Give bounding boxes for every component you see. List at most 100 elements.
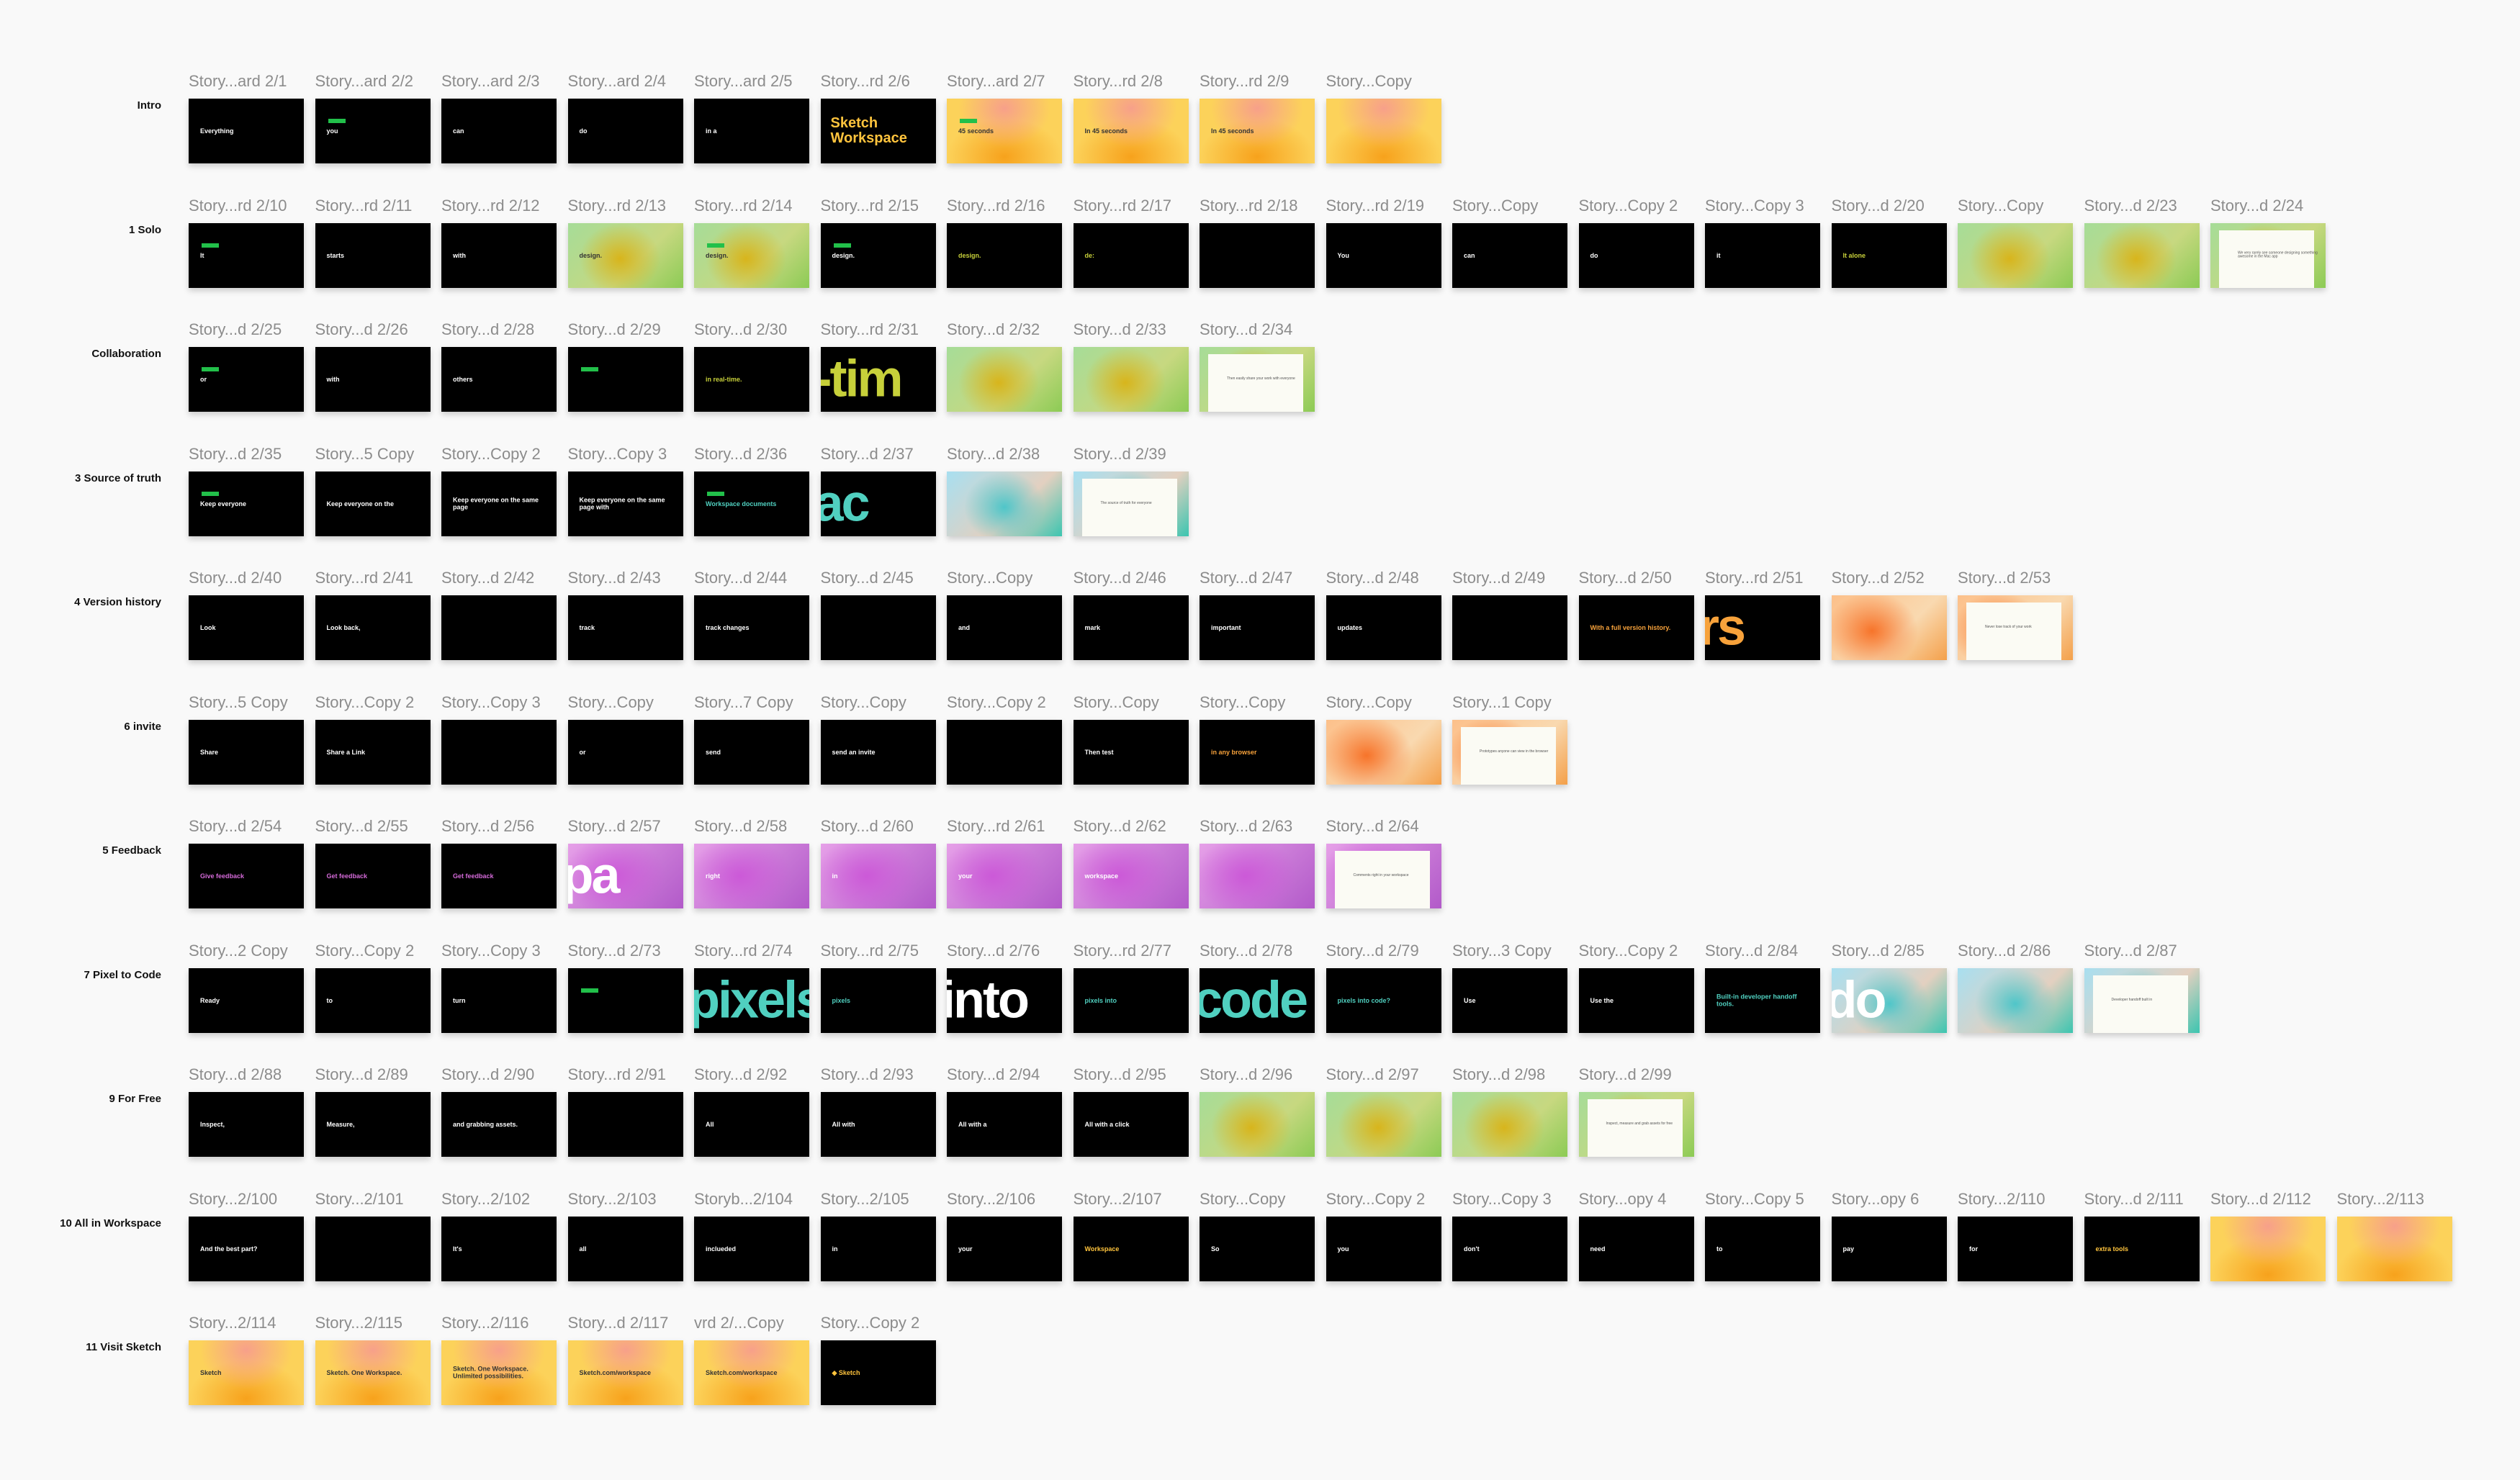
artboard-thumbnail[interactable]: Developer handoff built in <box>2084 967 2200 1033</box>
artboard-thumbnail[interactable]: in any browser <box>1200 719 1315 785</box>
artboard-thumbnail[interactable]: pa <box>567 844 683 908</box>
artboard-thumbnail[interactable]: updates <box>1326 595 1441 660</box>
artboard-name[interactable]: Story...d 2/43 <box>567 569 661 587</box>
artboard-name[interactable]: Story...d 2/90 <box>441 1065 535 1083</box>
artboard-thumbnail[interactable] <box>567 347 683 412</box>
artboard-thumbnail[interactable]: design. <box>567 222 683 288</box>
artboard-name[interactable]: Story...Copy <box>1958 196 2044 215</box>
artboard-thumbnail[interactable]: design. <box>820 222 936 288</box>
artboard-thumbnail[interactable] <box>1326 99 1441 163</box>
artboard-thumbnail[interactable]: Inspect, measure and grab assets for fre… <box>1578 1092 1694 1157</box>
artboard-thumbnail[interactable]: and <box>947 595 1062 660</box>
artboard-name[interactable]: Story...d 2/99 <box>1578 1065 1672 1083</box>
artboard-thumbnail[interactable]: mark <box>1073 595 1189 660</box>
artboard-name[interactable]: Storyb...2/104 <box>694 1189 793 1208</box>
artboard-name[interactable]: Story...2/106 <box>947 1189 1036 1208</box>
artboard-name[interactable]: Story...Copy 5 <box>1705 1189 1804 1208</box>
artboard-name[interactable]: Story...2/105 <box>820 1189 909 1208</box>
artboard-thumbnail[interactable]: Sketch.com/workspace <box>567 1340 683 1405</box>
artboard-name[interactable]: Story...rd 2/31 <box>820 320 919 338</box>
artboard-thumbnail[interactable]: your <box>947 844 1062 908</box>
artboard-thumbnail[interactable]: Look back, <box>315 595 431 660</box>
artboard-name[interactable]: Story...d 2/112 <box>2210 1189 2311 1208</box>
artboard-thumbnail[interactable]: The source of truth for everyone <box>1073 471 1189 536</box>
artboard-thumbnail[interactable] <box>947 471 1062 536</box>
artboard-name[interactable]: Story...d 2/84 <box>1705 941 1799 960</box>
artboard-name[interactable]: Story...1 Copy <box>1452 692 1552 711</box>
artboard-thumbnail[interactable]: Never lose track of your work <box>1958 595 2073 660</box>
artboard-name[interactable]: Story...Copy 2 <box>1326 1189 1426 1208</box>
artboard-thumbnail[interactable] <box>1200 844 1315 908</box>
artboard-name[interactable]: Story...ard 2/7 <box>947 72 1045 90</box>
artboard-name[interactable]: Story...d 2/38 <box>947 444 1040 463</box>
artboard-name[interactable]: Story...d 2/62 <box>1073 817 1166 835</box>
artboard-name[interactable]: Story...Copy 3 <box>441 941 541 960</box>
artboard-thumbnail[interactable]: rs <box>1705 595 1820 660</box>
artboard-name[interactable]: Story...d 2/35 <box>189 444 282 463</box>
artboard-thumbnail[interactable]: send an invite <box>820 719 936 785</box>
artboard-name[interactable]: Story...rd 2/15 <box>820 196 919 215</box>
artboard-name[interactable]: Story...Copy <box>1073 692 1159 711</box>
artboard-name[interactable]: Story...rd 2/10 <box>189 196 287 215</box>
artboard-name[interactable]: Story...d 2/95 <box>1073 1065 1166 1083</box>
artboard-name[interactable]: Story...d 2/33 <box>1073 320 1166 338</box>
artboard-name[interactable]: Story...d 2/34 <box>1200 320 1293 338</box>
artboard-thumbnail[interactable]: Workspace <box>1073 1216 1189 1281</box>
artboard-thumbnail[interactable] <box>567 967 683 1033</box>
artboard-thumbnail[interactable]: Ready <box>189 967 304 1033</box>
artboard-name[interactable]: Story...d 2/88 <box>189 1065 282 1083</box>
artboard-thumbnail[interactable]: it <box>1705 222 1820 288</box>
artboard-name[interactable]: Story...rd 2/75 <box>820 941 919 960</box>
artboard-thumbnail[interactable]: in real-time. <box>694 347 809 412</box>
artboard-name[interactable]: Story...d 2/50 <box>1578 569 1672 587</box>
artboard-thumbnail[interactable]: Sketch Workspace <box>820 99 936 163</box>
artboard-name[interactable]: Story...Copy <box>1326 692 1412 711</box>
artboard-name[interactable]: Story...d 2/111 <box>2084 1189 2184 1208</box>
artboard-name[interactable]: Story...d 2/98 <box>1452 1065 1546 1083</box>
artboard-name[interactable]: Story...d 2/63 <box>1200 817 1293 835</box>
artboard-thumbnail[interactable] <box>1200 1092 1315 1157</box>
artboard-thumbnail[interactable] <box>947 719 1062 785</box>
artboard-name[interactable]: Story...2/114 <box>189 1314 276 1332</box>
artboard-thumbnail[interactable]: Then easily share your work with everyon… <box>1200 347 1315 412</box>
artboard-thumbnail[interactable] <box>1326 1092 1441 1157</box>
artboard-thumbnail[interactable]: Sketch <box>189 1340 304 1405</box>
artboard-name[interactable]: Story...rd 2/9 <box>1200 72 1290 90</box>
artboard-thumbnail[interactable]: in a <box>694 99 809 163</box>
artboard-name[interactable]: Story...5 Copy <box>189 692 288 711</box>
artboard-thumbnail[interactable]: Sketch. One Workspace. Unlimited possibi… <box>441 1340 557 1405</box>
artboard-thumbnail[interactable]: you <box>315 99 431 163</box>
artboard-name[interactable]: Story...rd 2/74 <box>694 941 793 960</box>
artboard-thumbnail[interactable]: need <box>1578 1216 1694 1281</box>
artboard-name[interactable]: Story...d 2/32 <box>947 320 1040 338</box>
artboard-thumbnail[interactable]: turn <box>441 967 557 1033</box>
artboard-name[interactable]: Story...5 Copy <box>315 444 415 463</box>
artboard-name[interactable]: Story...rd 2/77 <box>1073 941 1172 960</box>
artboard-thumbnail[interactable] <box>2336 1216 2452 1281</box>
artboard-thumbnail[interactable]: do <box>1578 222 1694 288</box>
artboard-thumbnail[interactable]: workspace <box>1073 844 1189 908</box>
artboard-thumbnail[interactable]: Built-in developer handoff tools. <box>1705 967 1820 1033</box>
artboard-name[interactable]: Story...2/115 <box>315 1314 402 1332</box>
artboard-thumbnail[interactable]: extra tools <box>2084 1216 2200 1281</box>
artboard-name[interactable]: Story...d 2/76 <box>947 941 1040 960</box>
artboard-thumbnail[interactable] <box>1831 595 1947 660</box>
artboard-name[interactable]: Story...d 2/58 <box>694 817 788 835</box>
artboard-thumbnail[interactable]: in <box>820 844 936 908</box>
artboard-thumbnail[interactable]: In 45 seconds <box>1200 99 1315 163</box>
artboard-thumbnail[interactable]: -tim <box>820 347 936 412</box>
artboard-name[interactable]: Story...Copy <box>1200 692 1286 711</box>
artboard-thumbnail[interactable]: pixels into code? <box>1326 967 1441 1033</box>
artboard-thumbnail[interactable]: Everything <box>189 99 304 163</box>
artboard-name[interactable]: Story...d 2/45 <box>820 569 914 587</box>
artboard-name[interactable]: Story...d 2/86 <box>1958 941 2051 960</box>
artboard-thumbnail[interactable]: or <box>189 347 304 412</box>
artboard-thumbnail[interactable]: into <box>947 967 1062 1033</box>
artboard-thumbnail[interactable] <box>1452 595 1567 660</box>
artboard-name[interactable]: Story...d 2/48 <box>1326 569 1419 587</box>
artboard-thumbnail[interactable]: Get feedback <box>315 844 431 908</box>
artboard-thumbnail[interactable]: design. <box>947 222 1062 288</box>
artboard-name[interactable]: Story...d 2/73 <box>567 941 661 960</box>
artboard-name[interactable]: Story...ard 2/5 <box>694 72 793 90</box>
artboard-name[interactable]: Story...3 Copy <box>1452 941 1552 960</box>
